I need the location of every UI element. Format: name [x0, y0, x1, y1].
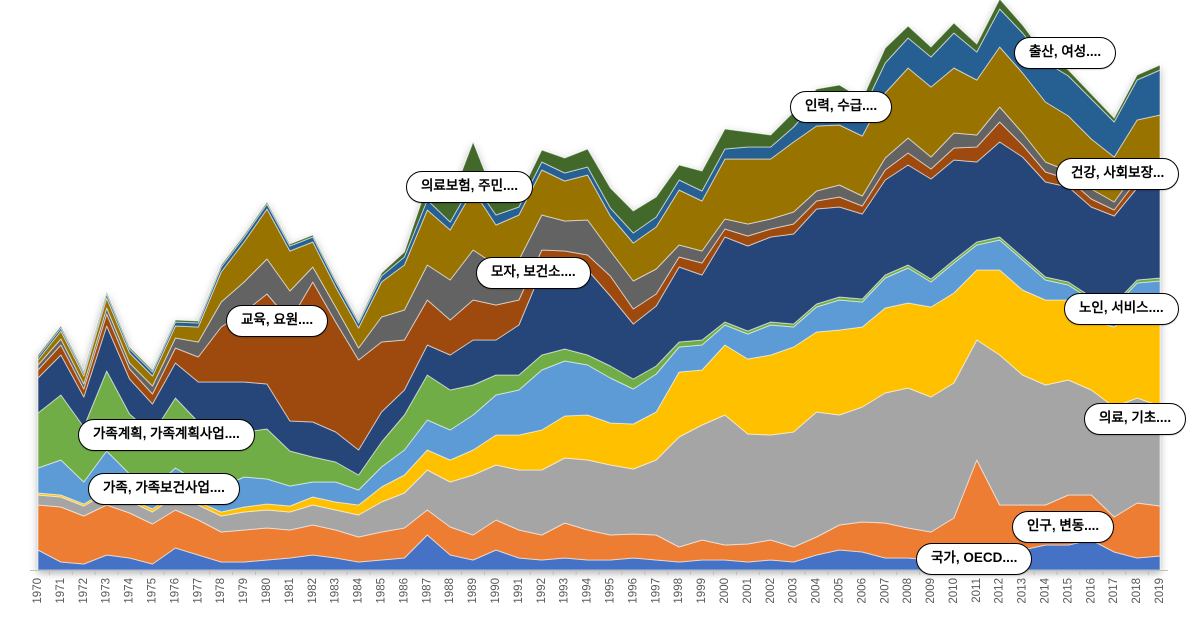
x-axis-label-2006: 2006 — [856, 578, 868, 604]
callout-medical-insurance: 의료보험, 주민.... — [406, 171, 534, 203]
x-axis-label-1987: 1987 — [421, 578, 433, 604]
x-axis-label-1993: 1993 — [559, 578, 571, 604]
x-axis-label-1999: 1999 — [696, 578, 708, 604]
x-axis-label-1992: 1992 — [536, 578, 548, 604]
callout-family: 가족, 가족보건사업.... — [88, 473, 240, 505]
callout-family-planning: 가족계획, 가족계획사업.... — [78, 419, 255, 451]
x-axis-label-1997: 1997 — [650, 578, 662, 604]
x-axis-label-2002: 2002 — [765, 578, 777, 604]
callout-birth-women: 출산, 여성.... — [1014, 37, 1117, 69]
x-axis-label-2016: 2016 — [1085, 578, 1097, 604]
x-axis-label-2001: 2001 — [742, 578, 754, 604]
x-axis-label-1994: 1994 — [582, 577, 594, 603]
x-axis-label-2017: 2017 — [1108, 578, 1120, 604]
x-axis-label-1986: 1986 — [398, 578, 410, 604]
callout-elderly-service: 노인, 서비스.... — [1064, 293, 1179, 325]
x-axis-label-1979: 1979 — [238, 578, 250, 604]
x-axis-label-1998: 1998 — [673, 578, 685, 604]
x-axis-label-1983: 1983 — [330, 578, 342, 604]
x-axis-label-2009: 2009 — [925, 578, 937, 604]
x-axis-label-1984: 1984 — [353, 577, 365, 603]
x-axis-label-1989: 1989 — [467, 578, 479, 604]
x-axis-label-1995: 1995 — [604, 578, 616, 604]
x-axis-label-1980: 1980 — [261, 578, 273, 604]
callout-nation-oecd: 국가, OECD.... — [916, 543, 1033, 575]
callout-medical-basic: 의료, 기초.... — [1084, 403, 1187, 435]
x-axis-label-2004: 2004 — [811, 577, 823, 603]
x-axis-label-1991: 1991 — [513, 578, 525, 604]
area-stack — [37, 0, 1161, 571]
x-axis-label-1971: 1971 — [55, 578, 67, 604]
callout-population-change: 인구, 변동.... — [1012, 511, 1115, 543]
x-axis-label-2000: 2000 — [719, 578, 731, 604]
x-axis-label-2011: 2011 — [971, 578, 983, 603]
x-axis-label-2008: 2008 — [902, 578, 914, 604]
callout-maternal-health: 모자, 보건소.... — [476, 257, 591, 289]
x-axis-label-1977: 1977 — [192, 578, 204, 604]
x-axis-label-2005: 2005 — [833, 578, 845, 604]
x-axis-label-1985: 1985 — [376, 578, 388, 604]
x-axis-label-1981: 1981 — [284, 578, 296, 604]
x-axis-label-1974: 1974 — [124, 577, 136, 603]
x-axis-label-1996: 1996 — [627, 578, 639, 604]
x-axis-label-1990: 1990 — [490, 578, 502, 604]
x-axis-label-1972: 1972 — [78, 578, 90, 604]
callout-education: 교육, 요원.... — [226, 305, 329, 337]
x-axis-label-2019: 2019 — [1154, 578, 1166, 604]
x-axis-label-2018: 2018 — [1131, 578, 1143, 604]
x-axis-label-2010: 2010 — [948, 578, 960, 604]
x-axis-label-2014: 2014 — [1040, 577, 1052, 603]
x-axis-label-1982: 1982 — [307, 578, 319, 604]
x-axis-label-2015: 2015 — [1062, 578, 1074, 604]
x-axis-label-1978: 1978 — [215, 578, 227, 604]
callout-manpower: 인력, 수급.... — [790, 91, 893, 123]
x-axis-label-1976: 1976 — [169, 578, 181, 604]
x-axis-label-1975: 1975 — [147, 578, 159, 604]
x-axis-label-1988: 1988 — [444, 578, 456, 604]
x-axis-label-2003: 2003 — [788, 578, 800, 604]
x-axis-label-2007: 2007 — [879, 578, 891, 604]
x-axis-label-1970: 1970 — [32, 578, 44, 604]
callout-health-social: 건강, 사회보장... — [1056, 158, 1180, 190]
x-axis-label-2012: 2012 — [994, 578, 1006, 604]
area-series-11 — [37, 0, 1161, 374]
x-axis-label-1973: 1973 — [101, 578, 113, 604]
x-axis-label-2013: 2013 — [1017, 578, 1029, 604]
